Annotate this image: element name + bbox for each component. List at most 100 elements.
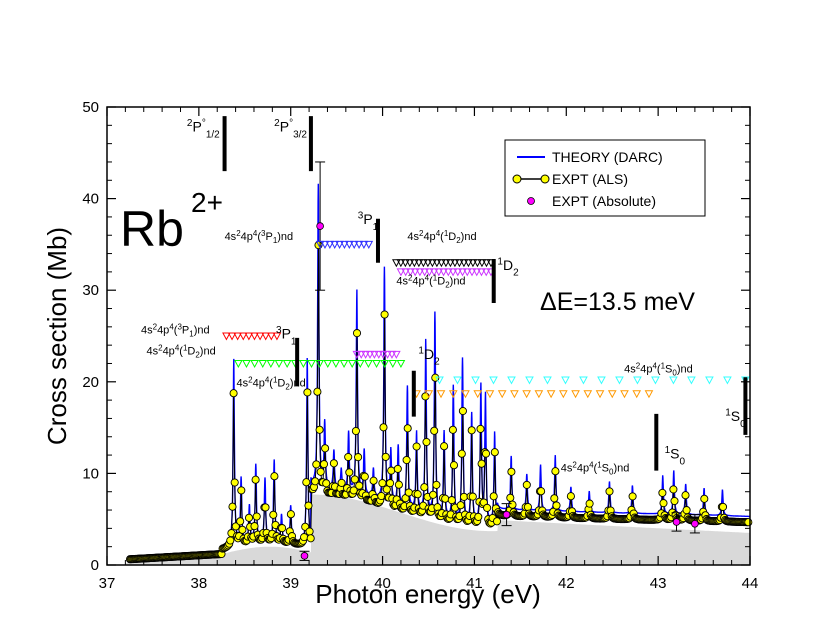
series-marker-magenta [352,350,362,359]
x-tick-label: 38 [191,575,208,592]
series-marker-green [380,359,390,369]
legend-absolute-swatch [527,197,535,205]
threshold-label: 2P°3/2 [274,118,307,140]
absolute-points-layer [299,161,700,561]
series-marker-orange [485,390,495,399]
y-tick-label: 30 [82,282,99,299]
series-marker-green [388,359,398,369]
series-marker-black [396,259,406,268]
series-marker-magenta [370,350,379,359]
series-marker-magenta [481,268,491,277]
series-marker-green [339,359,349,369]
chart-title-base: Rb [120,201,184,257]
series-marker-blue [364,240,374,249]
series-marker-magenta [383,350,392,359]
series-label: 4s24p4(3P1)nd [225,229,294,245]
series-label: 4s24p4(3P1)nd [141,322,210,338]
experiment-point [659,499,668,508]
threshold-label: 1S0 [665,445,686,467]
experiment-point [447,496,456,505]
experiment-point [305,527,314,536]
experiment-point [387,466,396,475]
experiment-point [252,512,261,521]
plot-frame [106,106,751,566]
experiment-point [278,524,287,533]
series-marker-black [464,259,473,268]
series-marker-cyan [543,376,552,385]
experiment-point [481,449,491,458]
experiment-point [457,449,466,458]
series-marker-orange [522,390,531,399]
series-label: 4s24p4(1D2)nd [146,343,215,359]
background-fill-area [125,494,750,565]
series-marker-black [405,259,415,268]
series-marker-black [428,259,437,268]
series-marker-magenta [392,350,401,359]
experiment-point [360,472,369,481]
series-marker-green [282,359,292,369]
series-marker-blue [330,240,340,249]
series-marker-green [266,359,276,369]
series-marker-green [307,359,316,369]
experiment-point [670,496,679,506]
experiment-point [236,517,245,526]
series-marker-green [250,359,259,369]
series-marker-orange [620,390,629,399]
experiment-point [490,448,499,457]
series-marker-magenta [365,350,375,359]
series-marker-magenta [361,350,370,359]
series-marker-black [473,259,482,268]
experiment-point [382,485,391,494]
series-marker-black [450,259,460,268]
legend-theory-label: THEORY (DARC) [552,149,663,165]
series-marker-red [261,332,271,341]
x-tick-label: 40 [374,575,391,592]
experiment-point [306,534,315,543]
series-marker-magenta [420,268,429,277]
series-marker-magenta [374,350,384,359]
experiment-point [492,517,502,526]
series-marker-red [227,332,237,341]
series-marker-green [315,359,324,369]
series-marker-orange [607,390,617,399]
threshold-label: 3P1 [276,325,297,347]
series-marker-cyan [471,376,480,385]
series-marker-red [222,332,231,341]
y-tick-label: 20 [82,374,99,391]
experiment-point [350,475,359,484]
series-marker-magenta [406,268,415,277]
series-marker-cyan [615,376,624,385]
experiment-point [304,501,313,510]
experiment-point [718,502,728,511]
experiment-point [404,488,413,497]
series-marker-cyan [669,376,678,385]
series-label: 4s24p4(1S0)nd [624,362,693,378]
y-tick-label: 40 [82,191,99,208]
series-marker-red [255,332,265,341]
series-marker-green [372,359,381,369]
series-marker-green [396,359,406,369]
series-marker-blue [320,240,330,249]
absolute-point [691,519,699,528]
experiment-point [319,460,329,469]
series-marker-orange [461,390,470,399]
series-marker-magenta [453,268,463,277]
series-marker-black [477,259,487,268]
experiment-point [379,423,388,432]
legend-box [504,139,706,217]
experiment-point [344,452,353,462]
experiment-point [440,442,449,451]
series-marker-red [266,332,276,341]
experiment-point [269,510,278,519]
experiment-point [477,459,486,468]
series-marker-red [250,332,259,341]
experiment-point [476,424,485,433]
series-marker-black [455,259,464,268]
experiment-point [378,479,387,488]
experiment-point [270,472,279,481]
y-tick-label: 50 [82,99,99,116]
experiment-point [459,492,469,501]
series-marker-cyan [597,376,606,385]
x-tick-label: 41 [466,575,483,592]
experiment-point [552,501,561,510]
